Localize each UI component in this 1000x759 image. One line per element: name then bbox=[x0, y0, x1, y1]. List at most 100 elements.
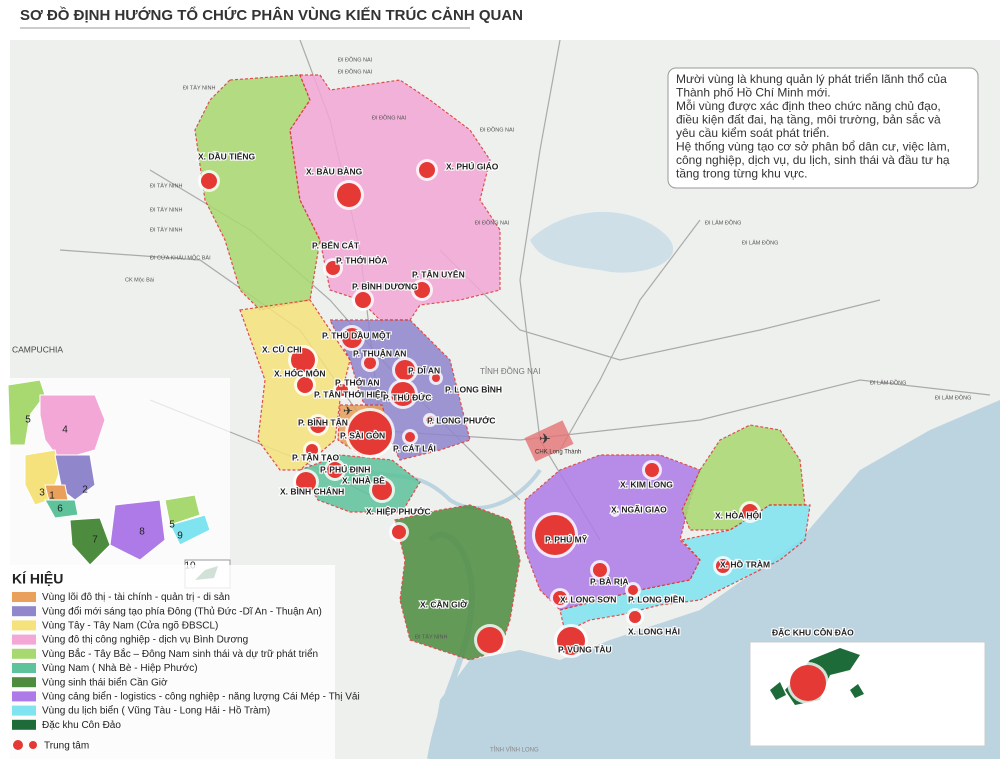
inset-zone bbox=[109, 499, 166, 561]
center bbox=[310, 417, 326, 433]
place-label: ĐẶC KHU CÔN ĐẢO bbox=[772, 626, 854, 637]
road-label: ĐI TÂY NINH bbox=[150, 206, 183, 213]
airport-area bbox=[524, 420, 574, 462]
center bbox=[372, 480, 392, 500]
inset-number: 2 bbox=[82, 485, 88, 496]
legend-swatch bbox=[12, 606, 36, 617]
road-label: ĐI LÂM ĐỒNG bbox=[742, 239, 778, 246]
place-label: X. HIỆP PHƯỚC bbox=[366, 505, 431, 516]
center bbox=[613, 510, 617, 514]
legend-swatch bbox=[12, 719, 36, 730]
place-label: P. VŨNG TÀU bbox=[558, 644, 612, 654]
legend-bg bbox=[5, 565, 335, 759]
title: SƠ ĐỒ ĐỊNH HƯỚNG TỔ CHỨC PHÂN VÙNG KIẾN … bbox=[20, 6, 523, 24]
center bbox=[391, 382, 415, 406]
center bbox=[392, 525, 406, 539]
place-label: X. DẦU TIẾNG bbox=[198, 151, 256, 161]
center bbox=[326, 261, 340, 275]
place-label: P. BÀ RỊA bbox=[590, 576, 629, 586]
center bbox=[355, 292, 371, 308]
place-label: P. CÁT LÁI bbox=[393, 443, 436, 453]
inset-number: 6 bbox=[57, 504, 63, 515]
center bbox=[535, 515, 575, 555]
zone bbox=[289, 74, 501, 321]
legend-label: Đặc khu Côn Đảo bbox=[42, 720, 121, 731]
legend-swatch bbox=[12, 592, 36, 602]
center bbox=[395, 360, 415, 380]
legend-swatch bbox=[12, 634, 36, 645]
inset-number: 1 bbox=[49, 491, 55, 502]
place-label: X. HÒA HỘI bbox=[715, 509, 761, 520]
inset-number: 5 bbox=[25, 415, 31, 426]
region-label: TỈNH VĨNH LONG bbox=[490, 747, 539, 754]
place-label: P. TÂN THỚI HIỆP bbox=[314, 388, 387, 399]
center bbox=[348, 411, 392, 455]
center bbox=[742, 504, 758, 520]
inset-number: 5 bbox=[169, 520, 175, 531]
place-label: X. CẦN GIỜ bbox=[420, 598, 468, 609]
place-label: X. LONG HẢI bbox=[628, 625, 680, 636]
inset-zone bbox=[164, 494, 201, 526]
road-label: ĐI CỬA KHẨU MỘC BÀI bbox=[150, 254, 211, 261]
center bbox=[337, 183, 361, 207]
legend-label: Vùng đô thị công nghiệp - dịch vụ Bình D… bbox=[42, 635, 248, 646]
center bbox=[297, 377, 313, 393]
note-line: Hệ thống vùng tạo cơ sở phân bổ dân cư, … bbox=[676, 140, 950, 154]
place-label: X. KIM LONG bbox=[620, 479, 673, 489]
center-symbol bbox=[29, 741, 37, 749]
inset-map: 452316785910 bbox=[7, 379, 231, 589]
place-label: X. NHÀ BÈ bbox=[342, 475, 385, 485]
place-label: X. LONG SƠN bbox=[560, 594, 616, 604]
legend-swatch bbox=[12, 648, 36, 659]
place-label: P. LONG PHƯỚC bbox=[427, 414, 495, 425]
road-label: ĐI TÂY NINH bbox=[150, 182, 183, 189]
note-line: công nghiệp, dịch vụ, du lịch, sinh thái… bbox=[676, 153, 950, 167]
region-label: TỈNH ĐỒNG NAI bbox=[480, 366, 540, 376]
center bbox=[296, 472, 316, 492]
center bbox=[201, 173, 217, 189]
legend-center-label: Trung tâm bbox=[44, 741, 89, 752]
place-label: P. THỦ DẦU MỘT bbox=[322, 329, 392, 340]
road-label: ĐI ĐỒNG NAI bbox=[372, 114, 407, 121]
road-label: ĐI LÂM ĐỒNG bbox=[870, 379, 906, 386]
note-line: tầng trong từng khu vực. bbox=[676, 167, 807, 181]
place-label: X. PHÚ GIÁO bbox=[446, 160, 499, 171]
place-label: P. PHÚ ĐỊNH bbox=[320, 463, 370, 474]
region-label: CAMPUCHIA bbox=[12, 344, 63, 354]
center-symbol bbox=[11, 738, 25, 752]
center bbox=[306, 444, 318, 456]
place-label: P. LONG ĐIỀN bbox=[628, 594, 685, 604]
road-label: ĐI ĐỒNG NAI bbox=[338, 68, 373, 75]
center bbox=[645, 463, 659, 477]
place-label: P. THỦ ĐỨC bbox=[383, 391, 431, 402]
legend-label: Vùng Bắc - Tây Bắc – Đông Nam sinh thái … bbox=[42, 647, 318, 660]
place-label: P. LONG BÌNH bbox=[445, 384, 502, 394]
place-label: X. HÓC MÔN bbox=[274, 367, 325, 378]
inset-zone bbox=[169, 514, 211, 546]
place-label: X. BÀU BÀNG bbox=[306, 166, 363, 176]
road-label: ĐI TÂY NINH bbox=[415, 633, 448, 640]
center bbox=[628, 585, 638, 595]
place-label: P. BÌNH DƯƠNG bbox=[352, 281, 418, 291]
inset-zone bbox=[44, 499, 79, 519]
note-line: Thành phố Hồ Chí Minh mới. bbox=[676, 86, 831, 100]
zone bbox=[194, 74, 321, 311]
road-label: ĐI LÂM ĐỒNG bbox=[705, 219, 741, 226]
legend-swatch bbox=[12, 705, 36, 716]
place-label: P. THỚI AN bbox=[335, 376, 380, 387]
lake bbox=[530, 211, 674, 273]
legend-label: Vùng sinh thái biển Cần Giờ bbox=[42, 676, 168, 688]
legend-swatch bbox=[12, 620, 36, 631]
road-label: ĐI ĐỒNG NAI bbox=[475, 219, 510, 226]
place-label: P. SÀI GÒN bbox=[340, 429, 385, 440]
region-label: CHK Long Thành bbox=[535, 450, 581, 456]
place-label: X. NGÃI GIAO bbox=[611, 504, 667, 514]
inset-number: 8 bbox=[139, 527, 145, 538]
inset-zone bbox=[69, 517, 111, 566]
place-label: P. BÌNH TÂN bbox=[298, 416, 348, 427]
road-label: ĐI ĐỒNG NAI bbox=[338, 56, 373, 63]
legend-label: Vùng Nam ( Nhà Bè - Hiệp Phước) bbox=[42, 663, 198, 674]
note-box bbox=[667, 67, 979, 189]
road-label: ĐI TÂY NINH bbox=[150, 226, 183, 233]
